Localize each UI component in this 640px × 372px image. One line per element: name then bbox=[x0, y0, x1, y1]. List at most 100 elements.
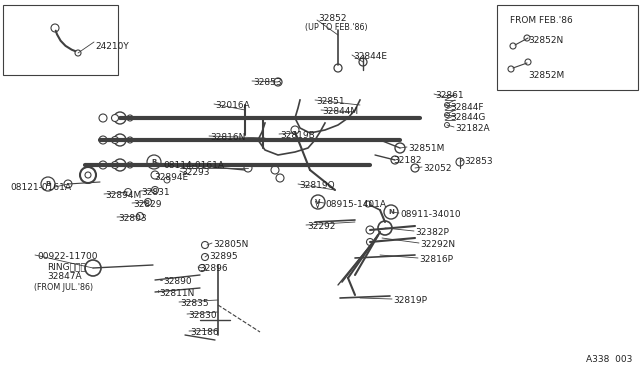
Circle shape bbox=[125, 189, 131, 196]
Text: 32811N: 32811N bbox=[159, 289, 195, 298]
Circle shape bbox=[311, 195, 325, 209]
Circle shape bbox=[51, 24, 59, 32]
Circle shape bbox=[524, 35, 530, 41]
Text: 32052: 32052 bbox=[423, 164, 451, 173]
Circle shape bbox=[127, 137, 133, 143]
Text: 32894E: 32894E bbox=[154, 173, 188, 182]
Text: 08915-1401A: 08915-1401A bbox=[325, 200, 386, 209]
Text: 32851M: 32851M bbox=[408, 144, 444, 153]
Circle shape bbox=[276, 174, 284, 182]
Bar bbox=[497, 5, 638, 90]
Circle shape bbox=[445, 112, 449, 118]
Circle shape bbox=[114, 159, 126, 171]
Text: 32896: 32896 bbox=[199, 264, 228, 273]
Text: 32816P: 32816P bbox=[419, 255, 453, 264]
Circle shape bbox=[395, 143, 405, 153]
Text: 32292: 32292 bbox=[307, 222, 335, 231]
Circle shape bbox=[75, 50, 81, 56]
Circle shape bbox=[41, 177, 55, 191]
Circle shape bbox=[334, 64, 342, 72]
Text: 32382P: 32382P bbox=[415, 228, 449, 237]
Circle shape bbox=[187, 163, 193, 169]
Text: 32861: 32861 bbox=[435, 91, 463, 100]
Circle shape bbox=[378, 221, 392, 235]
Text: 32016A: 32016A bbox=[215, 101, 250, 110]
Circle shape bbox=[510, 43, 516, 49]
Circle shape bbox=[127, 115, 133, 121]
Text: 32852N: 32852N bbox=[528, 36, 563, 45]
Text: 32853: 32853 bbox=[464, 157, 493, 166]
Text: 32831: 32831 bbox=[141, 188, 170, 197]
Circle shape bbox=[456, 158, 464, 166]
Circle shape bbox=[244, 164, 252, 172]
Text: B: B bbox=[152, 159, 157, 165]
Circle shape bbox=[111, 161, 118, 169]
Circle shape bbox=[114, 134, 126, 146]
Text: 32890: 32890 bbox=[163, 277, 191, 286]
Circle shape bbox=[127, 162, 133, 168]
Text: 32847A: 32847A bbox=[47, 272, 82, 281]
Circle shape bbox=[274, 78, 282, 86]
Circle shape bbox=[85, 172, 91, 178]
Circle shape bbox=[152, 186, 159, 193]
Text: 24210Y: 24210Y bbox=[95, 42, 129, 51]
Circle shape bbox=[145, 199, 152, 205]
Circle shape bbox=[525, 59, 531, 65]
Text: 08114-0161A: 08114-0161A bbox=[163, 161, 224, 170]
Text: 32819Q: 32819Q bbox=[299, 181, 335, 190]
Text: 32894M: 32894M bbox=[105, 191, 141, 200]
Text: 32852M: 32852M bbox=[528, 71, 564, 80]
Text: 32805N: 32805N bbox=[213, 240, 248, 249]
Circle shape bbox=[147, 155, 161, 169]
Circle shape bbox=[99, 161, 107, 169]
Circle shape bbox=[111, 137, 118, 144]
Circle shape bbox=[198, 264, 205, 272]
Text: 32830: 32830 bbox=[188, 311, 216, 320]
Text: 32293: 32293 bbox=[181, 168, 209, 177]
Circle shape bbox=[114, 112, 126, 124]
Text: 32844E: 32844E bbox=[353, 52, 387, 61]
Circle shape bbox=[99, 114, 107, 122]
Text: 32835: 32835 bbox=[180, 299, 209, 308]
Circle shape bbox=[508, 66, 514, 72]
Text: B: B bbox=[45, 181, 51, 187]
Circle shape bbox=[151, 171, 159, 179]
Circle shape bbox=[411, 164, 419, 172]
Circle shape bbox=[164, 177, 170, 183]
Text: 32803: 32803 bbox=[118, 214, 147, 223]
Circle shape bbox=[384, 205, 398, 219]
Text: 00922-11700: 00922-11700 bbox=[37, 252, 97, 261]
Text: 32816N: 32816N bbox=[210, 133, 245, 142]
Text: 32852: 32852 bbox=[318, 14, 346, 23]
Text: N: N bbox=[388, 209, 394, 215]
Text: 32895: 32895 bbox=[209, 252, 237, 261]
Circle shape bbox=[367, 238, 374, 246]
Circle shape bbox=[365, 201, 371, 207]
Text: V: V bbox=[316, 199, 321, 205]
Text: A338  003: A338 003 bbox=[586, 355, 632, 364]
Text: 32853: 32853 bbox=[253, 78, 282, 87]
Text: 32844F: 32844F bbox=[450, 103, 483, 112]
Text: 32819B: 32819B bbox=[280, 131, 315, 140]
Text: RINGリング: RINGリング bbox=[47, 262, 86, 271]
Text: 08911-34010: 08911-34010 bbox=[400, 210, 461, 219]
Text: 32844M: 32844M bbox=[322, 107, 358, 116]
Text: 32292N: 32292N bbox=[420, 240, 455, 249]
Text: (FROM JUL.'86): (FROM JUL.'86) bbox=[34, 283, 93, 292]
Text: 32851: 32851 bbox=[316, 97, 344, 106]
Circle shape bbox=[80, 167, 96, 183]
Circle shape bbox=[111, 115, 118, 122]
Text: 32182A: 32182A bbox=[455, 124, 490, 133]
Circle shape bbox=[445, 122, 449, 128]
Circle shape bbox=[85, 260, 101, 276]
Circle shape bbox=[99, 136, 107, 144]
Circle shape bbox=[366, 226, 374, 234]
Circle shape bbox=[202, 241, 209, 248]
Text: 32819P: 32819P bbox=[393, 296, 427, 305]
Text: (UP TO FEB.'86): (UP TO FEB.'86) bbox=[305, 23, 367, 32]
Text: 08121-0161A: 08121-0161A bbox=[10, 183, 71, 192]
Circle shape bbox=[64, 180, 72, 188]
Bar bbox=[3, 5, 118, 75]
Text: V: V bbox=[316, 201, 321, 209]
Text: FROM FEB.'86: FROM FEB.'86 bbox=[510, 16, 573, 25]
